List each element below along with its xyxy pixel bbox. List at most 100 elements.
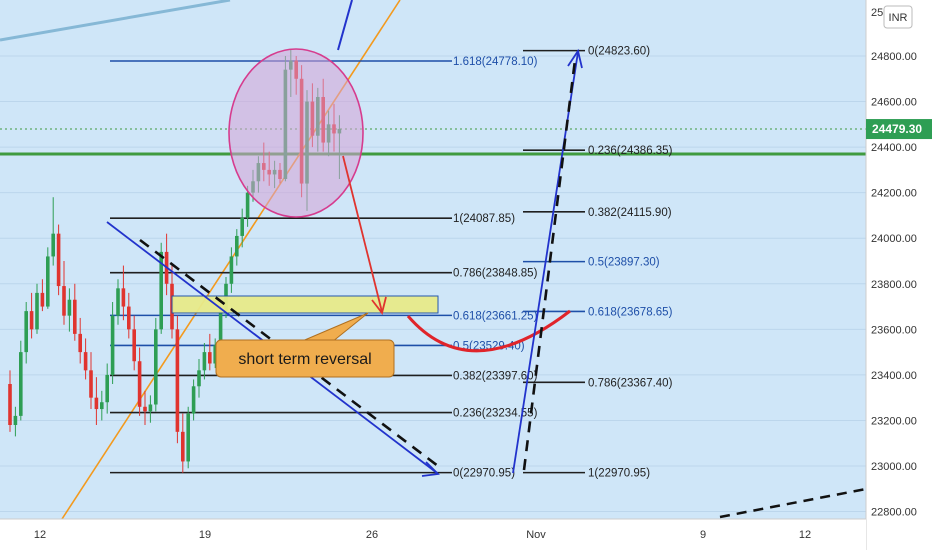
candle-body <box>67 299 72 316</box>
candle-body <box>229 256 234 284</box>
y-tick-label: 24000.00 <box>871 233 917 245</box>
plot-background <box>0 0 866 519</box>
fib-right-label: 0.382(24115.90) <box>588 207 672 219</box>
candle-body <box>137 361 142 407</box>
fib-left-label: 1.618(24778.10) <box>453 56 538 68</box>
blue-trendline-top <box>337 0 353 51</box>
yellow-zone <box>171 295 439 314</box>
grid <box>0 55 866 513</box>
x-tick-label: Nov <box>526 529 546 541</box>
fib-right-label: 1(22970.95) <box>588 468 650 480</box>
candle-body <box>121 288 126 307</box>
candle-body <box>19 352 23 416</box>
y-tick-label: 23800.00 <box>871 279 917 291</box>
candle-body <box>29 311 34 330</box>
blue-up-arrowhead <box>567 48 583 69</box>
candle-body <box>51 233 55 257</box>
y-tick-label: 22800.00 <box>871 507 917 519</box>
x-tick-label: 19 <box>199 529 211 541</box>
candle-body <box>83 352 88 371</box>
candle-body <box>245 192 250 218</box>
fib-right-label: 0.786(23367.40) <box>588 377 673 389</box>
candle-body <box>143 406 147 412</box>
candle-body <box>235 235 239 257</box>
candle-body <box>218 311 223 346</box>
candle-body <box>94 397 99 410</box>
x-tick-label: 26 <box>366 529 378 541</box>
candle-body <box>73 299 77 334</box>
candle-body <box>175 329 180 432</box>
y-tick-label: 23200.00 <box>871 415 917 427</box>
candle-body <box>208 352 212 364</box>
y-tick-label: 23400.00 <box>871 370 917 382</box>
candle-body <box>197 370 201 387</box>
y-tick-label: 24200.00 <box>871 188 917 200</box>
y-tick-label: 23600.00 <box>871 324 917 336</box>
candle-body <box>24 311 28 353</box>
candle-body <box>159 251 163 330</box>
candle-body <box>62 286 66 316</box>
callout-text: short term reversal <box>238 351 371 368</box>
candle-body <box>46 256 50 307</box>
annotations: short term reversal <box>106 48 583 477</box>
callout-pointer <box>299 312 369 343</box>
blue-downtrend-arrowhead <box>421 461 440 477</box>
candle-body <box>240 217 244 236</box>
red-arrow-line <box>342 155 383 313</box>
x-tick-label: 9 <box>700 529 706 541</box>
fib-left-label: 0.236(23234.55) <box>453 408 538 420</box>
fib-retracement: 0(22970.95) 0.236(23234.55) 0.382(23397.60… <box>110 46 673 480</box>
time-axis-panel <box>0 519 866 550</box>
currency-label: INR <box>889 12 908 24</box>
price-axis-panel <box>866 0 932 550</box>
candle-body <box>127 306 131 330</box>
red-arrowhead <box>371 296 387 316</box>
last-price-badge <box>866 119 932 140</box>
fib-left-label: 0.382(23397.60) <box>453 370 538 382</box>
highlight-ellipse <box>228 48 364 218</box>
candle-body <box>186 413 190 462</box>
candle-body <box>78 333 82 353</box>
candle-body <box>213 345 217 364</box>
candle-body <box>132 329 136 362</box>
black-dashed-up-line <box>522 59 577 471</box>
candle-body <box>100 402 104 410</box>
upper-trendline <box>0 0 231 42</box>
candle-body <box>110 315 115 375</box>
y-tick-label: 24400.00 <box>871 142 917 154</box>
fib-right-label: 0(24823.60) <box>588 46 650 58</box>
candle-body <box>116 288 120 316</box>
candle-body <box>191 386 196 414</box>
fib-right-label: 0.618(23678.65) <box>588 306 673 318</box>
fib-left-label: 1(24087.85) <box>453 213 515 225</box>
x-tick-label: 12 <box>799 529 811 541</box>
y-tick-label: 24600.00 <box>871 97 917 109</box>
fib-left-label: 0.618(23661.25) <box>453 310 538 322</box>
fib-right-label: 0.5(23897.30) <box>588 257 660 269</box>
y-tick-label: 24800.00 <box>871 51 917 63</box>
candle-body <box>8 384 12 425</box>
last-price-label: 24479.30 <box>872 122 922 136</box>
callout-box <box>215 339 395 378</box>
candle-body <box>105 374 109 403</box>
currency-badge <box>883 5 913 29</box>
red-reversal-curve <box>406 309 571 353</box>
candle-body <box>40 292 45 307</box>
candle-body <box>89 370 93 398</box>
candle-body <box>202 352 207 371</box>
candle-body <box>13 415 18 425</box>
candle-body <box>148 404 153 412</box>
fib-right-label: 0.236(24386.35) <box>588 145 673 157</box>
x-tick-label: 12 <box>34 529 46 541</box>
lower-dashed-line <box>719 487 867 519</box>
candle-body <box>35 292 39 330</box>
y-tick-label: 23000.00 <box>871 461 917 473</box>
candle-body <box>56 233 61 287</box>
fib-left-label: 0(22970.95) <box>453 468 515 480</box>
candle-body <box>154 329 158 405</box>
black-dashed-downtrend <box>139 238 439 468</box>
candle-body <box>181 431 185 462</box>
